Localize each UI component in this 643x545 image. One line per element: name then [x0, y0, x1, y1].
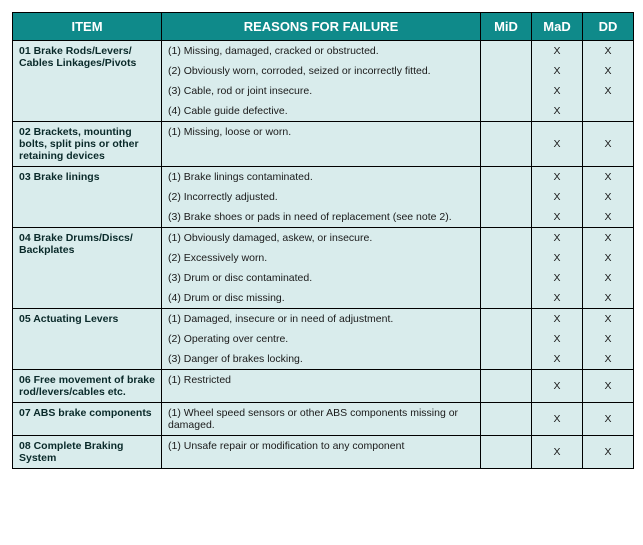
reason-cell: (1) Damaged, insecure or in need of adju… — [162, 309, 481, 330]
table-row: 07 ABS brake components(1) Wheel speed s… — [13, 403, 634, 436]
table-body: 01 Brake Rods/Levers/ Cables Linkages/Pi… — [13, 41, 634, 469]
table-row: 08 Complete Braking System(1) Unsafe rep… — [13, 436, 634, 469]
dd-cell — [583, 101, 634, 122]
mid-cell — [481, 81, 532, 101]
dd-cell: X — [583, 349, 634, 370]
reason-cell: (1) Wheel speed sensors or other ABS com… — [162, 403, 481, 436]
mid-cell — [481, 370, 532, 403]
mad-cell: X — [532, 403, 583, 436]
mid-cell — [481, 309, 532, 330]
dd-cell: X — [583, 228, 634, 249]
mid-cell — [481, 248, 532, 268]
dd-cell: X — [583, 268, 634, 288]
mad-cell: X — [532, 228, 583, 249]
dd-cell: X — [583, 288, 634, 309]
dd-cell: X — [583, 370, 634, 403]
mad-cell: X — [532, 81, 583, 101]
reason-cell: (2) Obviously worn, corroded, seized or … — [162, 61, 481, 81]
dd-cell: X — [583, 167, 634, 188]
mad-cell: X — [532, 268, 583, 288]
mad-cell: X — [532, 122, 583, 167]
table-row: 04 Brake Drums/Discs/ Backplates(1) Obvi… — [13, 228, 634, 249]
mad-cell: X — [532, 101, 583, 122]
header-mid: MiD — [481, 13, 532, 41]
reason-cell: (3) Danger of brakes locking. — [162, 349, 481, 370]
reason-cell: (3) Brake shoes or pads in need of repla… — [162, 207, 481, 228]
table-row: 01 Brake Rods/Levers/ Cables Linkages/Pi… — [13, 41, 634, 62]
mid-cell — [481, 329, 532, 349]
reason-cell: (3) Drum or disc contaminated. — [162, 268, 481, 288]
item-cell: 02 Brackets, mounting bolts, split pins … — [13, 122, 162, 167]
reason-cell: (1) Missing, damaged, cracked or obstruc… — [162, 41, 481, 62]
mid-cell — [481, 167, 532, 188]
item-cell: 04 Brake Drums/Discs/ Backplates — [13, 228, 162, 309]
mid-cell — [481, 207, 532, 228]
item-cell: 06 Free movement of brake rod/levers/cab… — [13, 370, 162, 403]
dd-cell: X — [583, 61, 634, 81]
item-cell: 01 Brake Rods/Levers/ Cables Linkages/Pi… — [13, 41, 162, 122]
mid-cell — [481, 61, 532, 81]
mid-cell — [481, 403, 532, 436]
failure-table: ITEM REASONS FOR FAILURE MiD MaD DD 01 B… — [12, 12, 634, 469]
item-cell: 07 ABS brake components — [13, 403, 162, 436]
reason-cell: (1) Restricted — [162, 370, 481, 403]
header-reasons: REASONS FOR FAILURE — [162, 13, 481, 41]
mad-cell: X — [532, 207, 583, 228]
mad-cell: X — [532, 329, 583, 349]
dd-cell: X — [583, 187, 634, 207]
reason-cell: (2) Incorrectly adjusted. — [162, 187, 481, 207]
header-mad: MaD — [532, 13, 583, 41]
mid-cell — [481, 349, 532, 370]
item-cell: 03 Brake linings — [13, 167, 162, 228]
mid-cell — [481, 122, 532, 167]
reason-cell: (1) Brake linings contaminated. — [162, 167, 481, 188]
mad-cell: X — [532, 41, 583, 62]
dd-cell: X — [583, 81, 634, 101]
dd-cell: X — [583, 41, 634, 62]
dd-cell: X — [583, 248, 634, 268]
table-row: 05 Actuating Levers(1) Damaged, insecure… — [13, 309, 634, 330]
dd-cell: X — [583, 122, 634, 167]
mid-cell — [481, 228, 532, 249]
dd-cell: X — [583, 403, 634, 436]
mad-cell: X — [532, 370, 583, 403]
header-item: ITEM — [13, 13, 162, 41]
dd-cell: X — [583, 436, 634, 469]
mad-cell: X — [532, 248, 583, 268]
dd-cell: X — [583, 329, 634, 349]
mid-cell — [481, 187, 532, 207]
mad-cell: X — [532, 167, 583, 188]
reason-cell: (1) Unsafe repair or modification to any… — [162, 436, 481, 469]
reason-cell: (2) Excessively worn. — [162, 248, 481, 268]
reason-cell: (1) Missing, loose or worn. — [162, 122, 481, 167]
reason-cell: (2) Operating over centre. — [162, 329, 481, 349]
table-row: 06 Free movement of brake rod/levers/cab… — [13, 370, 634, 403]
item-cell: 05 Actuating Levers — [13, 309, 162, 370]
dd-cell: X — [583, 207, 634, 228]
table-row: 03 Brake linings(1) Brake linings contam… — [13, 167, 634, 188]
item-cell: 08 Complete Braking System — [13, 436, 162, 469]
mad-cell: X — [532, 187, 583, 207]
mid-cell — [481, 268, 532, 288]
header-dd: DD — [583, 13, 634, 41]
mad-cell: X — [532, 288, 583, 309]
mad-cell: X — [532, 349, 583, 370]
mid-cell — [481, 41, 532, 62]
table-row: 02 Brackets, mounting bolts, split pins … — [13, 122, 634, 167]
header-row: ITEM REASONS FOR FAILURE MiD MaD DD — [13, 13, 634, 41]
mid-cell — [481, 436, 532, 469]
reason-cell: (4) Drum or disc missing. — [162, 288, 481, 309]
reason-cell: (3) Cable, rod or joint insecure. — [162, 81, 481, 101]
dd-cell: X — [583, 309, 634, 330]
mid-cell — [481, 288, 532, 309]
mad-cell: X — [532, 436, 583, 469]
reason-cell: (4) Cable guide defective. — [162, 101, 481, 122]
reason-cell: (1) Obviously damaged, askew, or insecur… — [162, 228, 481, 249]
mid-cell — [481, 101, 532, 122]
mad-cell: X — [532, 309, 583, 330]
mad-cell: X — [532, 61, 583, 81]
